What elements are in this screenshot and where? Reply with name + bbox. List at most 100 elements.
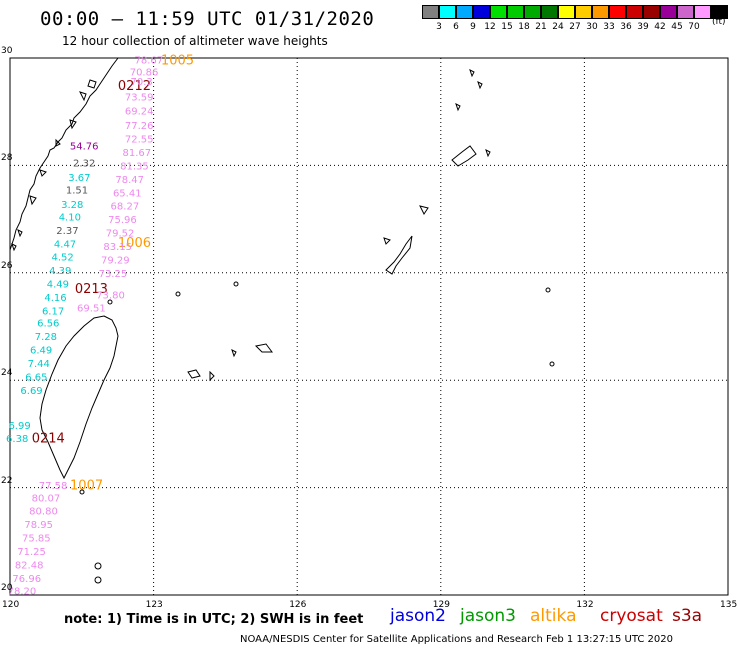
wave-height-value: 2.32 (73, 159, 95, 170)
wave-height-value: 76.96 (12, 574, 41, 585)
color-legend-tick-label: 39 (637, 22, 649, 32)
pass-time-label: 1005 (161, 54, 194, 69)
color-legend-tick-label: 70 (688, 22, 700, 32)
wave-height-value: 4.49 (47, 280, 69, 291)
wave-height-value: 70.3 (131, 77, 153, 88)
wave-height-value: 3.67 (68, 173, 90, 184)
map-frame (9, 57, 729, 596)
longitude-tick-label: 135 (720, 600, 738, 610)
china-coastline (9, 57, 119, 251)
wave-height-value: 4.39 (49, 266, 71, 277)
pass-time-label: 0213 (75, 282, 108, 297)
wave-height-value: 83.15 (103, 242, 132, 253)
wave-height-value: 80.07 (32, 493, 61, 504)
satellite-legend-entry: altika (530, 606, 577, 626)
color-legend-tick-label: 6 (453, 22, 459, 32)
color-legend-tick-label: 18 (518, 22, 530, 32)
wave-height-value: 6.49 (30, 346, 52, 357)
map-credit: NOAA/NESDIS Center for Satellite Applica… (240, 634, 673, 645)
color-legend-unit: (ft) (712, 17, 726, 27)
color-legend-tick-label: 9 (470, 22, 476, 32)
color-legend-swatch (490, 5, 507, 19)
wave-height-value: 77.26 (125, 121, 154, 132)
wave-height-value: 2.37 (56, 226, 78, 237)
color-legend-swatch (558, 5, 575, 19)
wave-height-value: 6.38 (6, 434, 28, 445)
wave-height-value: 79.52 (106, 229, 135, 240)
wave-height-value: 7.44 (28, 359, 50, 370)
taiwan-island (39, 315, 119, 480)
latitude-tick-label: 20 (1, 583, 13, 593)
wave-height-value: 78.20 (8, 587, 37, 598)
color-legend-tick-label: 36 (620, 22, 632, 32)
wave-height-value: 70.86 (130, 67, 159, 78)
pass-time-label: 1007 (70, 478, 103, 493)
color-legend-tick-label: 24 (552, 22, 564, 32)
wave-height-value: 77.58 (39, 481, 68, 492)
wave-height-value: 68.27 (111, 202, 140, 213)
wave-height-value: 6.17 (42, 306, 64, 317)
color-legend-swatch (575, 5, 592, 19)
color-legend-swatch (694, 5, 711, 19)
color-legend-swatch (626, 5, 643, 19)
color-legend-swatch (592, 5, 609, 19)
satellite-pass-labels: 1005 0212 1006 0213 0214 1007 (32, 54, 194, 494)
wave-height-value: 71.25 (17, 547, 46, 558)
wave-height-value: 54.76 (70, 142, 99, 153)
wave-height-value: 73.25 (99, 269, 128, 280)
color-legend-tick-label: 12 (484, 22, 496, 32)
lat-lon-grid (9, 57, 729, 596)
color-legend-swatch (524, 5, 541, 19)
wave-height-value: 65.41 (113, 188, 142, 199)
longitude-tick-label: 123 (145, 600, 163, 610)
color-legend-tick-label: 30 (586, 22, 598, 32)
longitude-tick-label: 129 (432, 600, 450, 610)
color-legend-swatch (473, 5, 490, 19)
map-note: note: 1) Time is in UTC; 2) SWH is in fe… (64, 612, 364, 627)
wave-height-value: 73.80 (96, 290, 125, 301)
color-legend-swatch (456, 5, 473, 19)
longitude-tick-label: 132 (576, 600, 594, 610)
satellite-legend-entry: cryosat (600, 606, 663, 626)
wave-height-value: 7.28 (35, 332, 57, 343)
wave-height-value: 4.47 (54, 239, 76, 250)
color-legend-tick-label: 27 (569, 22, 581, 32)
color-legend-swatch (439, 5, 456, 19)
color-legend-tick-label: 3 (436, 22, 442, 32)
wave-height-value: 3.28 (61, 200, 83, 211)
wave-height-value: 6.65 (25, 372, 47, 383)
wave-height-value: 78.95 (24, 520, 53, 531)
wave-height-value: 69.24 (125, 107, 154, 118)
wave-height-value: 82.48 (15, 560, 44, 571)
okinawa-island (385, 235, 413, 275)
latitude-tick-label: 24 (1, 368, 13, 379)
map-subtitle: 12 hour collection of altimeter wave hei… (62, 34, 328, 48)
color-legend-tick-label: 45 (671, 22, 683, 32)
map-title: 00:00 – 11:59 UTC 01/31/2020 (40, 8, 375, 30)
color-legend-swatch (609, 5, 626, 19)
color-legend-swatch (711, 5, 728, 19)
color-legend-swatch (422, 5, 439, 19)
color-legend-swatch (507, 5, 524, 19)
color-legend-tick-label: 42 (654, 22, 666, 32)
latitude-tick-label: 26 (1, 260, 13, 271)
longitude-tick-label: 126 (289, 600, 307, 610)
color-legend-swatch (643, 5, 660, 19)
wave-height-value: 6.56 (37, 319, 59, 330)
color-legend-swatch (677, 5, 694, 19)
color-legend-swatch (660, 5, 677, 19)
pass-time-label: 0214 (32, 432, 65, 447)
latitude-tick-label: 28 (1, 153, 13, 164)
wave-height-value: 69.51 (77, 304, 106, 315)
satellite-legend-entry: s3a (672, 606, 703, 626)
color-legend-tick-label: 21 (535, 22, 547, 32)
wave-height-value: 6.99 (8, 421, 30, 432)
wave-height-value: 79.29 (101, 255, 130, 266)
wave-height-value: 78.67 (134, 56, 163, 67)
wave-height-value: 72.55 (125, 135, 154, 146)
wave-height-value: 4.52 (52, 253, 74, 264)
wave-height-value: 4.16 (44, 293, 66, 304)
wave-height-value: 80.80 (29, 507, 58, 518)
